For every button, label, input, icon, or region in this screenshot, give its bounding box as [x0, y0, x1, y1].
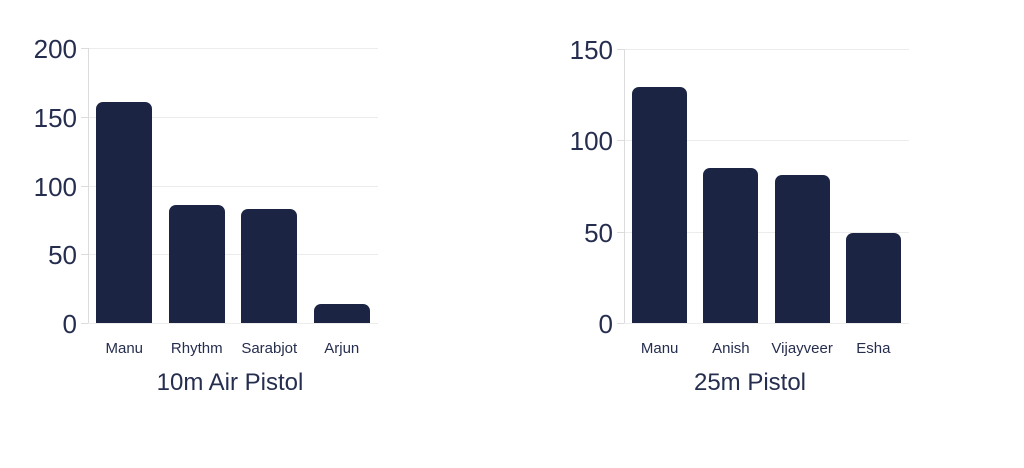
gridline [88, 48, 378, 49]
x-category-label: Manu [640, 340, 679, 357]
x-category-label: Manu [105, 340, 144, 357]
y-tick-label: 0 [62, 309, 77, 339]
y-tick-label: 150 [33, 103, 77, 133]
bar-manu[interactable] [96, 102, 152, 323]
y-tick-label: 100 [569, 126, 613, 156]
y-tick-label: 50 [584, 218, 613, 248]
x-category-label: Anish [712, 340, 750, 357]
y-axis-tick [81, 186, 88, 187]
chart-title: 25m Pistol [693, 369, 807, 396]
y-axis-tick [81, 323, 88, 324]
y-tick-label: 0 [598, 309, 613, 339]
y-axis-tick [81, 48, 88, 49]
y-axis-tick [617, 140, 624, 141]
bar-rhythm[interactable] [169, 205, 225, 323]
y-axis-tick [617, 323, 624, 324]
y-tick-label: 100 [33, 172, 77, 202]
y-axis-tick [81, 254, 88, 255]
gridline [624, 140, 909, 141]
x-category-label: Rhythm [170, 340, 223, 357]
x-category-label: Sarabjot [241, 340, 298, 357]
bar-esha[interactable] [846, 233, 901, 323]
bar-arjun[interactable] [314, 304, 370, 323]
y-tick-label: 50 [48, 240, 77, 270]
gridline [88, 186, 378, 187]
x-category-label: Vijayveer [771, 340, 833, 357]
gridline [624, 323, 909, 324]
bar-vijayveer[interactable] [775, 175, 830, 323]
gridline [88, 254, 378, 255]
x-category-label: Esha [856, 340, 891, 357]
gridline [624, 49, 909, 50]
y-axis-tick [81, 117, 88, 118]
gridline [88, 323, 378, 324]
y-tick-label: 150 [569, 35, 613, 65]
bar-sarabjot[interactable] [241, 209, 297, 323]
y-tick-label: 200 [33, 34, 77, 64]
gridline [624, 232, 909, 233]
y-axis-line [624, 49, 625, 323]
bar-manu[interactable] [632, 87, 687, 323]
chart-title: 10m Air Pistol [156, 369, 304, 396]
y-axis-line [88, 48, 89, 323]
y-axis-tick [617, 49, 624, 50]
bar-anish[interactable] [703, 168, 758, 323]
gridline [88, 117, 378, 118]
x-category-label: Arjun [324, 340, 360, 357]
y-axis-tick [617, 232, 624, 233]
